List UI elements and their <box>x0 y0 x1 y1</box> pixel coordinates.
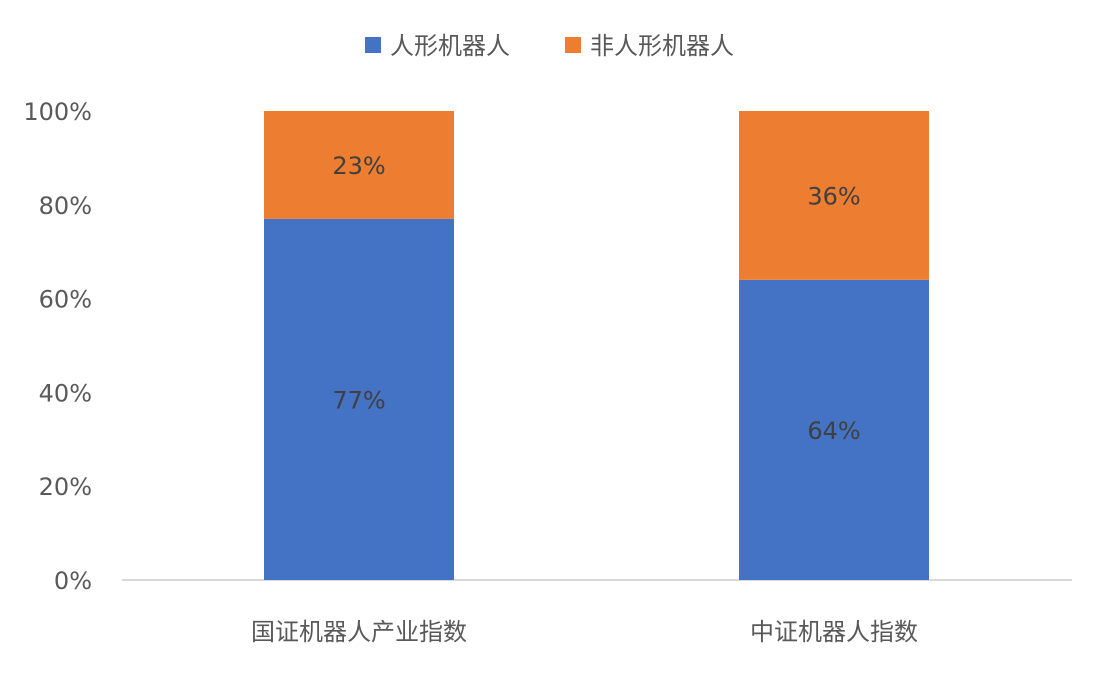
legend-swatch <box>365 37 381 53</box>
data-label: 36% <box>807 182 860 210</box>
data-label: 64% <box>807 417 860 445</box>
y-tick-label: 40% <box>39 379 92 407</box>
bar-segment <box>739 279 929 580</box>
y-tick-label: 0% <box>54 567 92 595</box>
y-tick-label: 100% <box>23 98 92 126</box>
data-label: 23% <box>332 152 385 180</box>
y-tick-label: 60% <box>39 286 92 314</box>
y-tick-label: 80% <box>39 192 92 220</box>
bar-segment <box>739 111 929 280</box>
data-label: 77% <box>332 386 385 414</box>
legend-label: 非人形机器人 <box>590 32 734 60</box>
bar-segment <box>264 218 454 580</box>
legend-label: 人形机器人 <box>390 32 510 60</box>
x-tick-label: 中证机器人指数 <box>750 618 918 646</box>
x-tick-label: 国证机器人产业指数 <box>251 618 467 646</box>
legend-swatch <box>565 37 581 53</box>
bar-segment <box>264 111 454 219</box>
y-tick-label: 20% <box>39 473 92 501</box>
